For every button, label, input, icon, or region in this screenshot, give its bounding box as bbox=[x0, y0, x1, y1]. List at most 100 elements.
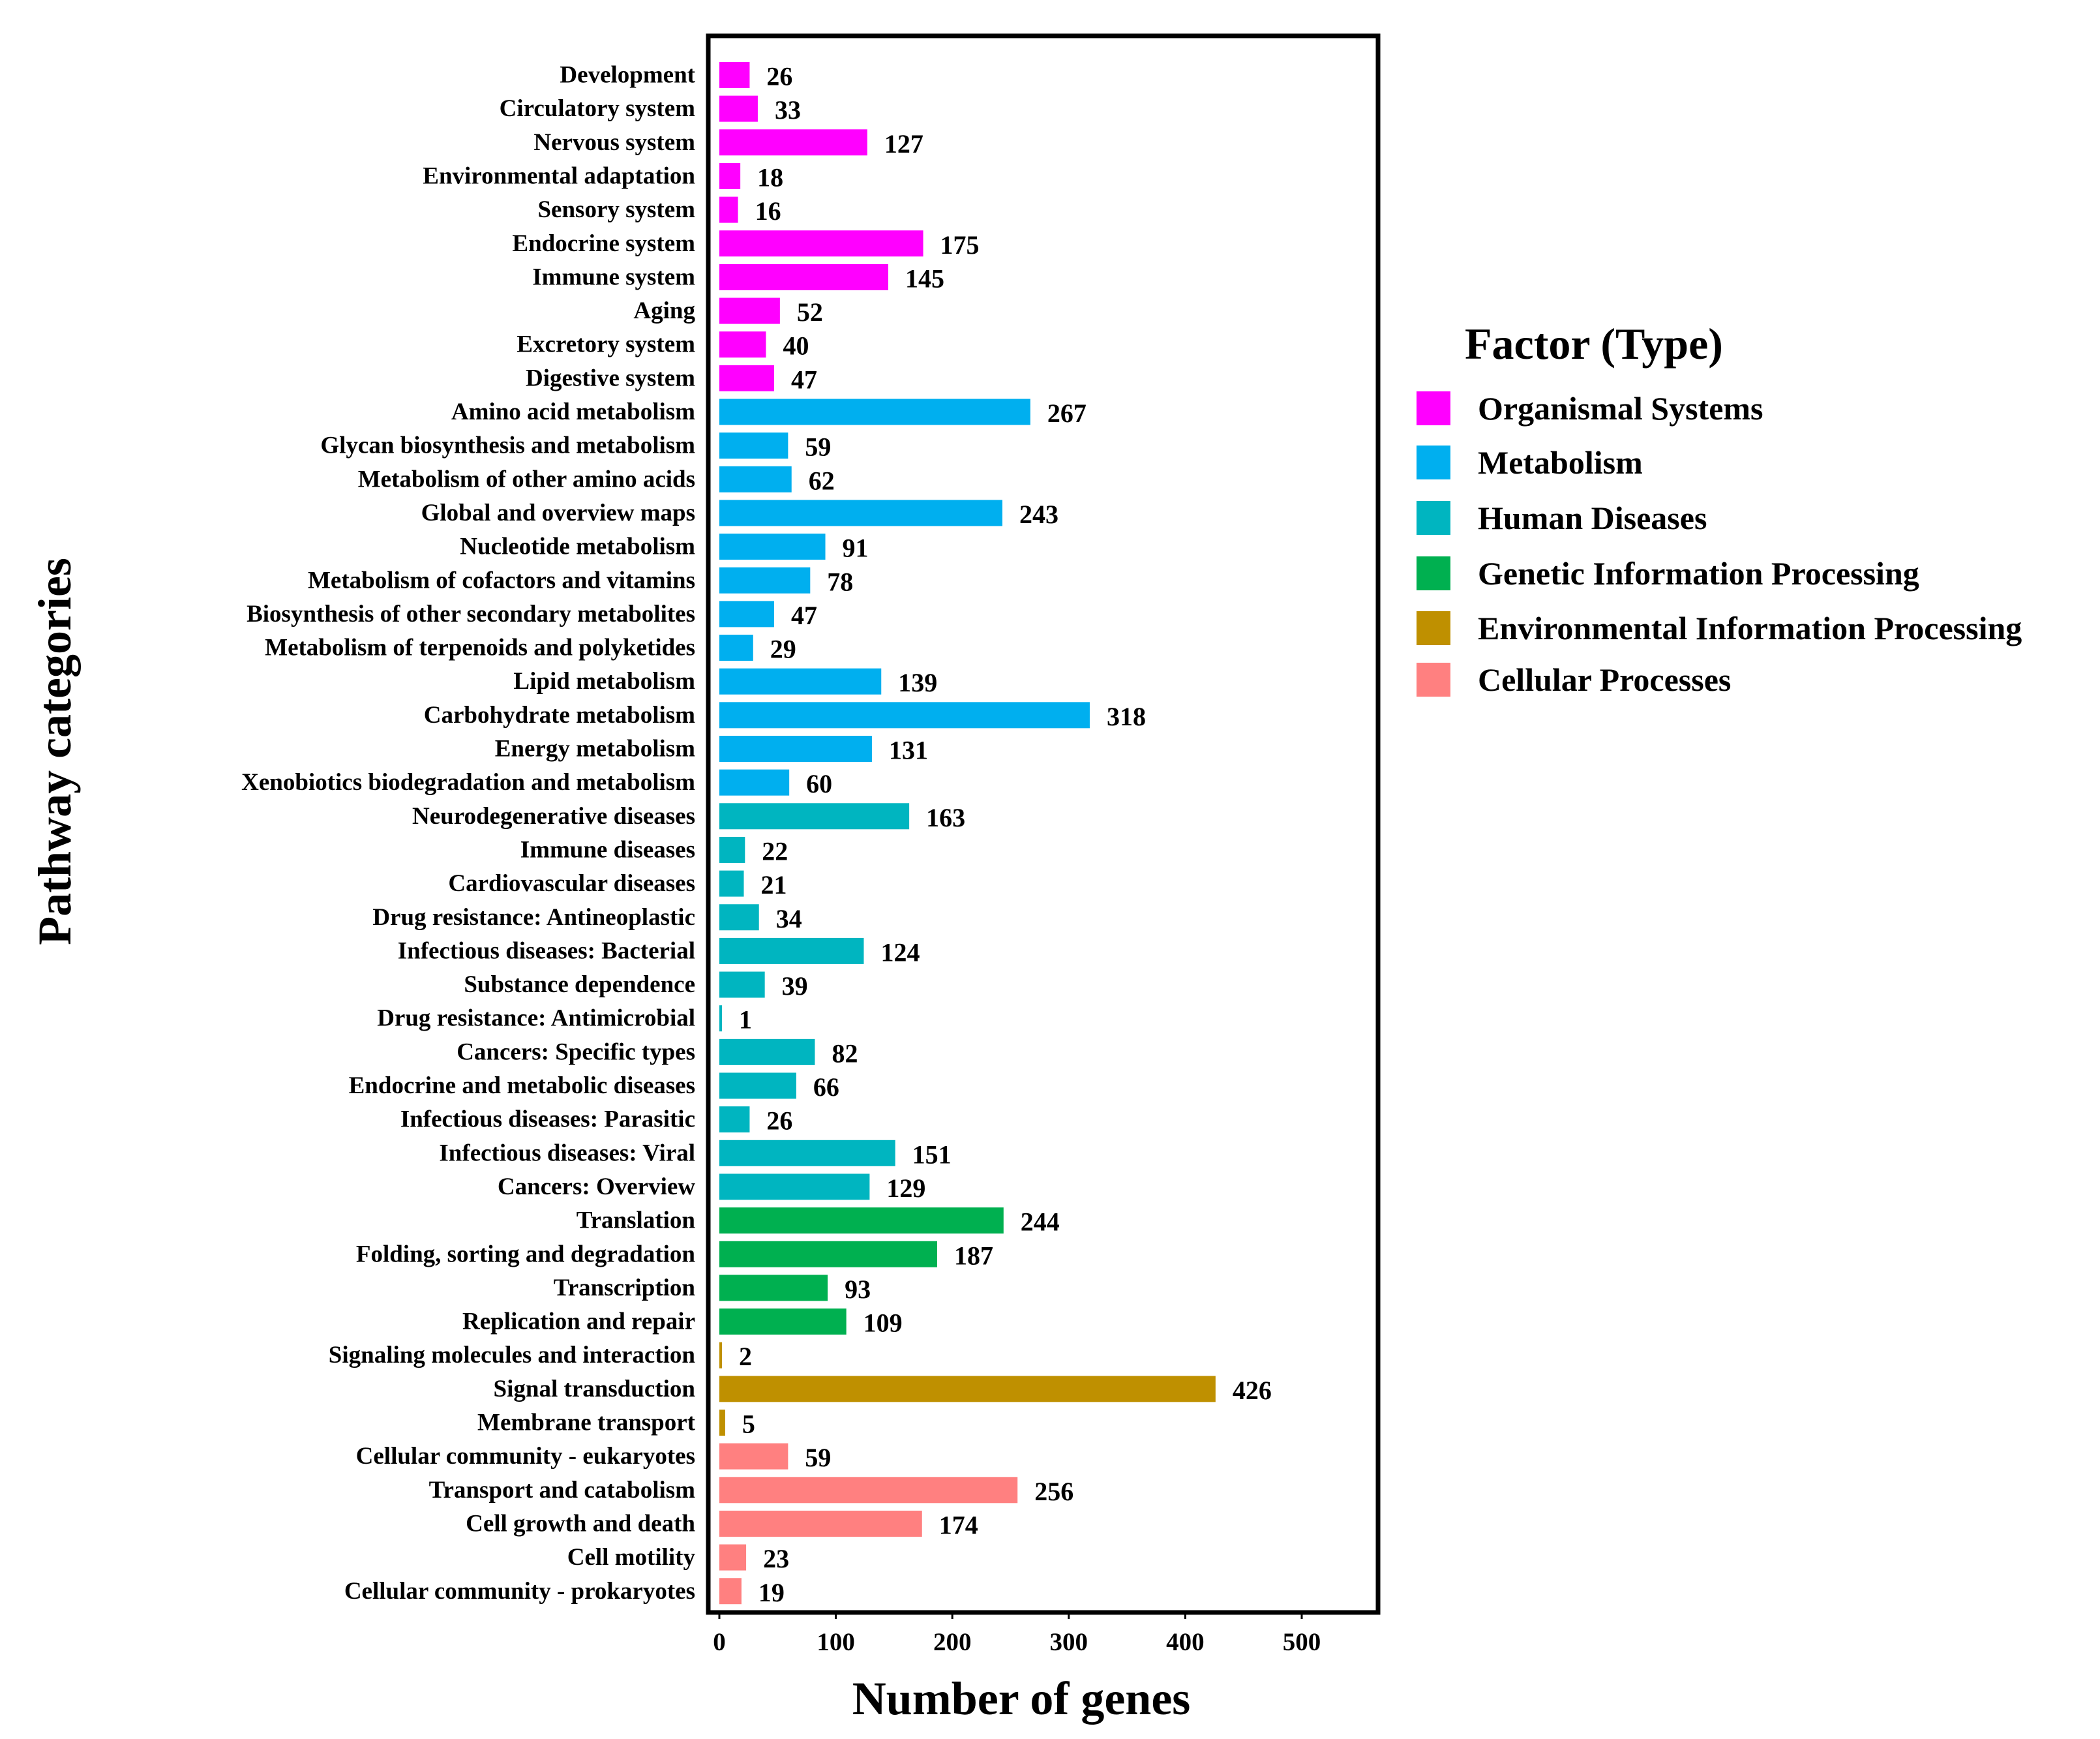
x-axis-ticks: 0 100 200 300 400 500 bbox=[713, 1612, 1321, 1656]
category-label-nervous-system: Nervous system bbox=[533, 129, 695, 156]
value-label-cancers-overview: 129 bbox=[886, 1173, 925, 1203]
bar-cardiovascular-diseases bbox=[719, 870, 744, 897]
category-label-cardiovascular-diseases: Cardiovascular diseases bbox=[448, 870, 695, 897]
value-label-drug-resistance-antineoplastic: 34 bbox=[776, 904, 802, 933]
category-labels: Development Circulatory system Nervous sys… bbox=[241, 62, 696, 1605]
category-label-cell-motility: Cell motility bbox=[567, 1544, 696, 1571]
bar-carbohydrate-metabolism bbox=[719, 702, 1090, 729]
category-label-neurodegenerative-diseases: Neurodegenerative diseases bbox=[412, 803, 695, 830]
bar-environmental-adaptation bbox=[719, 162, 741, 189]
value-label-aging: 52 bbox=[797, 297, 823, 327]
category-label-biosynthesis-of-other-secondary-metabolites: Biosynthesis of other secondary metaboli… bbox=[247, 601, 695, 628]
bar-substance-dependence bbox=[719, 971, 765, 998]
value-label-neurodegenerative-diseases: 163 bbox=[926, 803, 965, 832]
bar-xenobiotics-biodegradation-and-metabolism bbox=[719, 769, 790, 796]
bar-infectious-diseases-viral bbox=[719, 1140, 895, 1166]
bar-cell-motility bbox=[719, 1544, 747, 1571]
value-label-development: 26 bbox=[766, 62, 792, 91]
bar-lipid-metabolism bbox=[719, 668, 882, 695]
bar-drug-resistance-antineoplastic bbox=[719, 904, 759, 931]
value-label-metabolism-of-cofactors-and-vitamins: 78 bbox=[827, 567, 853, 596]
value-label-nucleotide-metabolism: 91 bbox=[843, 534, 869, 563]
category-label-aging: Aging bbox=[633, 297, 695, 324]
x-tick-label-500: 500 bbox=[1283, 1628, 1321, 1656]
x-tick-label-400: 400 bbox=[1166, 1628, 1205, 1656]
bar-nucleotide-metabolism bbox=[719, 534, 826, 560]
value-label-signaling-molecules-and-interaction: 2 bbox=[739, 1342, 752, 1371]
category-label-cellular-community-eukaryotes: Cellular community - eukaryotes bbox=[356, 1443, 695, 1470]
legend-swatch-cellular-processes bbox=[1417, 663, 1450, 697]
value-label-cell-growth-and-death: 174 bbox=[939, 1510, 978, 1539]
value-label-glycan-biosynthesis-and-metabolism: 59 bbox=[805, 432, 831, 462]
value-label-excretory-system: 40 bbox=[783, 331, 809, 361]
category-label-environmental-adaptation: Environmental adaptation bbox=[423, 162, 695, 189]
bar-infectious-diseases-parasitic bbox=[719, 1106, 750, 1133]
category-label-transcription: Transcription bbox=[554, 1275, 696, 1301]
category-label-drug-resistance-antimicrobial: Drug resistance: Antimicrobial bbox=[377, 1005, 695, 1032]
bar-amino-acid-metabolism bbox=[719, 399, 1030, 425]
bar-excretory-system bbox=[719, 331, 766, 358]
category-label-cancers-specific-types: Cancers: Specific types bbox=[457, 1038, 695, 1065]
category-label-glycan-biosynthesis-and-metabolism: Glycan biosynthesis and metabolism bbox=[320, 432, 695, 459]
bar-endocrine-and-metabolic-diseases bbox=[719, 1072, 796, 1099]
value-label-cell-motility: 23 bbox=[763, 1544, 789, 1573]
category-label-xenobiotics-biodegradation-and-metabolism: Xenobiotics biodegradation and metabolis… bbox=[241, 769, 695, 796]
value-label-environmental-adaptation: 18 bbox=[757, 162, 783, 192]
bar-biosynthesis-of-other-secondary-metabolites bbox=[719, 601, 774, 628]
legend-swatch-organismal-systems bbox=[1417, 391, 1450, 425]
value-label-folding-sorting-and-degradation: 187 bbox=[954, 1241, 993, 1270]
value-label-endocrine-system: 175 bbox=[940, 230, 980, 260]
category-label-carbohydrate-metabolism: Carbohydrate metabolism bbox=[424, 702, 695, 729]
value-label-cellular-community-eukaryotes: 59 bbox=[805, 1443, 831, 1472]
x-axis-title: Number of genes bbox=[852, 1672, 1191, 1725]
value-label-translation: 244 bbox=[1021, 1207, 1060, 1237]
bar-metabolism-of-cofactors-and-vitamins bbox=[719, 567, 811, 594]
legend-label-cellular-processes: Cellular Processes bbox=[1478, 661, 1731, 698]
category-label-circulatory-system: Circulatory system bbox=[500, 95, 696, 122]
legend-title: Factor (Type) bbox=[1465, 319, 1723, 369]
category-label-excretory-system: Excretory system bbox=[517, 331, 695, 358]
bar-aging bbox=[719, 297, 780, 324]
value-label-immune-diseases: 22 bbox=[762, 836, 788, 866]
bar-signal-transduction bbox=[719, 1376, 1216, 1402]
category-label-development: Development bbox=[560, 62, 695, 89]
category-label-digestive-system: Digestive system bbox=[526, 365, 695, 391]
category-label-metabolism-of-cofactors-and-vitamins: Metabolism of cofactors and vitamins bbox=[308, 567, 695, 594]
value-label-cancers-specific-types: 82 bbox=[832, 1038, 858, 1068]
legend-label-human-diseases: Human Diseases bbox=[1478, 500, 1707, 536]
bar-development bbox=[719, 62, 750, 88]
bar-endocrine-system bbox=[719, 230, 923, 257]
bar-global-and-overview-maps bbox=[719, 500, 1002, 526]
category-label-replication-and-repair: Replication and repair bbox=[462, 1308, 695, 1335]
category-label-cell-growth-and-death: Cell growth and death bbox=[466, 1510, 695, 1537]
value-label-metabolism-of-other-amino-acids: 62 bbox=[809, 466, 835, 495]
value-label-transcription: 93 bbox=[845, 1275, 871, 1304]
value-label-energy-metabolism: 131 bbox=[889, 736, 928, 765]
bar-infectious-diseases-bacterial bbox=[719, 937, 864, 964]
bar-glycan-biosynthesis-and-metabolism bbox=[719, 432, 788, 459]
value-label-xenobiotics-biodegradation-and-metabolism: 60 bbox=[806, 769, 832, 798]
bar-energy-metabolism bbox=[719, 736, 872, 762]
bar-sensory-system bbox=[719, 196, 738, 223]
x-tick-label-0: 0 bbox=[713, 1628, 726, 1656]
bar-immune-system bbox=[719, 264, 888, 290]
value-label-replication-and-repair: 109 bbox=[863, 1308, 903, 1338]
value-label-drug-resistance-antimicrobial: 1 bbox=[739, 1005, 752, 1035]
category-label-immune-diseases: Immune diseases bbox=[520, 836, 695, 863]
value-label-infectious-diseases-viral: 151 bbox=[912, 1140, 952, 1169]
category-label-cancers-overview: Cancers: Overview bbox=[498, 1173, 695, 1200]
category-label-lipid-metabolism: Lipid metabolism bbox=[513, 668, 695, 695]
category-label-infectious-diseases-bacterial: Infectious diseases: Bacterial bbox=[398, 937, 695, 964]
value-label-cellular-community-prokaryotes: 19 bbox=[758, 1578, 785, 1607]
legend-swatch-environmental-information-processing bbox=[1417, 611, 1450, 645]
x-tick-label-100: 100 bbox=[817, 1628, 855, 1656]
category-label-cellular-community-prokaryotes: Cellular community - prokaryotes bbox=[344, 1578, 695, 1605]
value-label-sensory-system: 16 bbox=[755, 196, 781, 226]
bar-cell-growth-and-death bbox=[719, 1510, 922, 1537]
category-label-amino-acid-metabolism: Amino acid metabolism bbox=[451, 399, 695, 425]
legend-label-metabolism: Metabolism bbox=[1478, 444, 1643, 481]
category-label-transport-and-catabolism: Transport and catabolism bbox=[429, 1477, 696, 1504]
value-label-transport-and-catabolism: 256 bbox=[1034, 1477, 1073, 1506]
category-label-nucleotide-metabolism: Nucleotide metabolism bbox=[460, 534, 695, 560]
